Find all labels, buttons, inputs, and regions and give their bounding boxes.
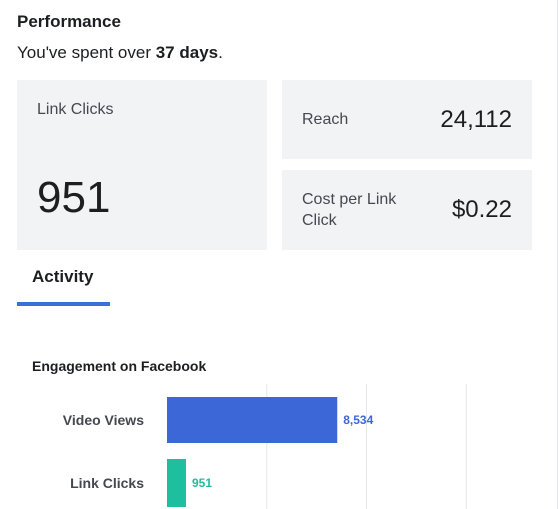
link-clicks-label: Link Clicks — [37, 101, 114, 118]
section-title: Performance — [17, 12, 121, 31]
spent-suffix: . — [218, 43, 223, 62]
tab-activity-label: Activity — [32, 267, 94, 286]
category-label: Link Clicks — [70, 475, 144, 491]
bar-video-views[interactable] — [167, 397, 338, 443]
spent-summary: You've spent over 37 days. — [17, 43, 223, 63]
link-clicks-value: 951 — [37, 173, 111, 222]
tab-active-indicator — [17, 302, 110, 306]
value-label: 8,534 — [343, 413, 373, 427]
category-label: Video Views — [63, 412, 144, 428]
bar-link-clicks[interactable] — [167, 459, 186, 507]
spent-value: 37 days — [155, 43, 219, 62]
cost-per-link-click-card: Cost per Link Click $0.22 — [282, 170, 532, 250]
cost-per-link-click-value: $0.22 — [451, 196, 512, 223]
link-clicks-card: Link Clicks 951 — [17, 80, 267, 250]
spent-prefix: You've spent over — [17, 43, 156, 62]
engagement-bar-chart: Video Views 8,534 Link Clicks 951 — [63, 384, 467, 509]
reach-label: Reach — [302, 111, 349, 128]
chart-title: Engagement on Facebook — [32, 358, 207, 374]
reach-value: 24,112 — [440, 106, 512, 133]
reach-card: Reach 24,112 — [282, 80, 532, 159]
value-label: 951 — [192, 476, 212, 490]
cost-per-link-click-label: Cost per Link Click — [302, 191, 397, 229]
tab-activity[interactable]: Activity — [17, 258, 110, 306]
